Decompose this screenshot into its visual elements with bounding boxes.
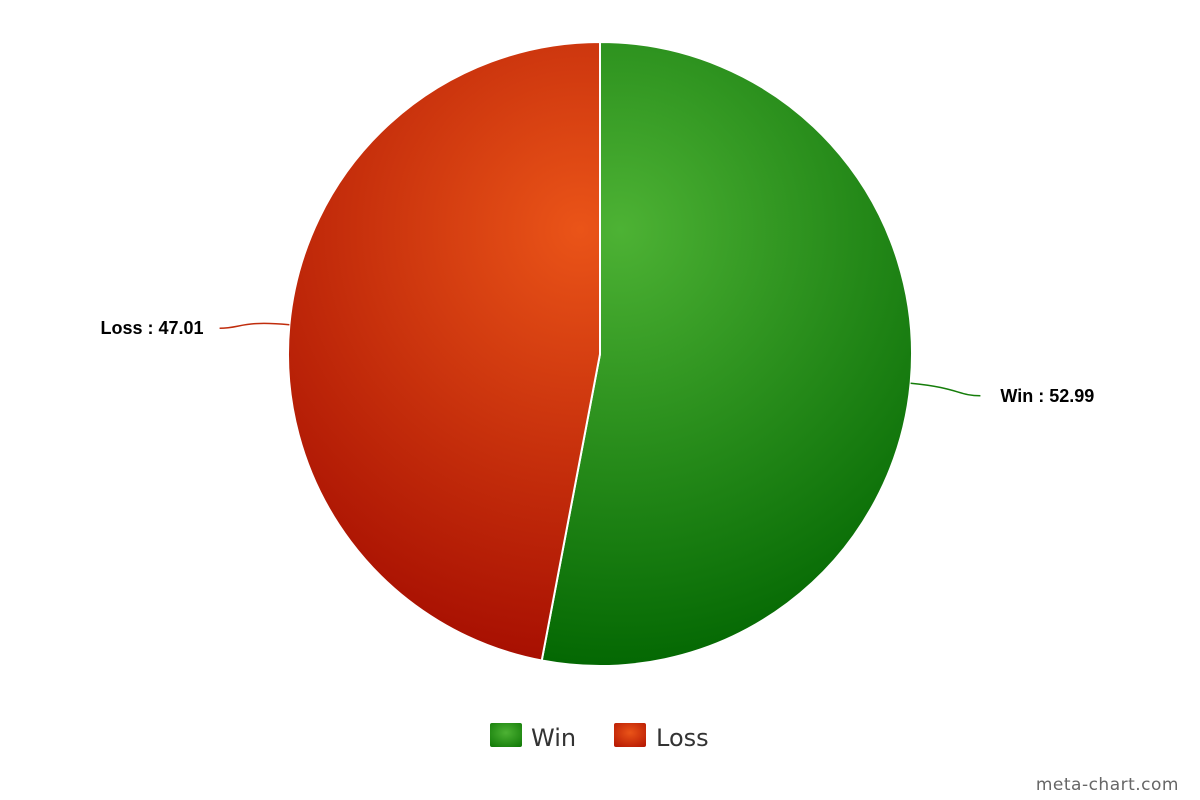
pie-slice-win[interactable] — [540, 40, 913, 667]
connector-win — [910, 382, 981, 397]
connector-loss — [219, 322, 290, 329]
label-connectors — [219, 322, 981, 397]
legend-item-loss[interactable]: Loss — [614, 723, 709, 752]
legend-label-win: Win — [531, 724, 576, 752]
slice-label-loss: Loss : 47.01 — [101, 318, 204, 338]
slice-labels: Win : 52.99 Loss : 47.01 — [101, 318, 1095, 406]
watermark[interactable]: meta-chart.com — [1036, 775, 1179, 795]
pie-slices — [287, 40, 913, 667]
legend-item-win[interactable]: Win — [490, 723, 576, 752]
pie-slice-loss[interactable] — [287, 40, 601, 662]
legend-swatch-win — [490, 723, 522, 747]
legend-label-loss: Loss — [656, 724, 709, 752]
legend-swatch-loss — [614, 723, 646, 747]
slice-label-win: Win : 52.99 — [1000, 386, 1094, 406]
legend: Win Loss — [490, 723, 709, 752]
